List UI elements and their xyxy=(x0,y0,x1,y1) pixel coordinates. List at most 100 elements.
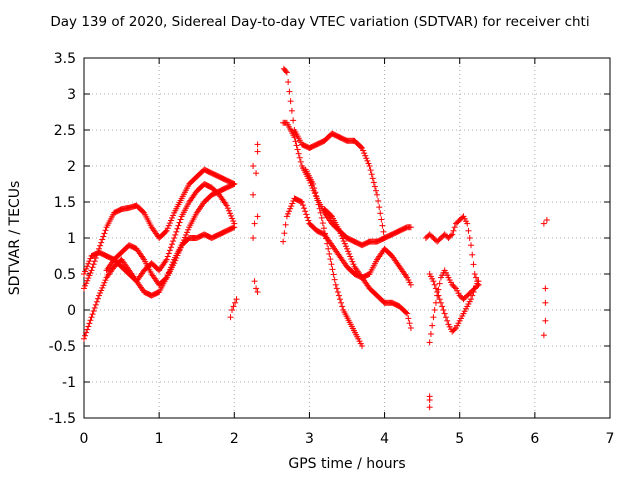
data-point-marker xyxy=(337,296,344,303)
data-point-marker xyxy=(471,271,478,277)
data-point-marker xyxy=(337,230,344,237)
data-point-marker xyxy=(304,214,311,221)
data-point-marker xyxy=(82,332,89,339)
data-point-marker xyxy=(333,285,340,292)
data-point-marker xyxy=(254,213,261,220)
data-point-marker xyxy=(451,224,458,231)
data-point-marker xyxy=(175,222,182,229)
data-point-marker xyxy=(346,250,353,257)
data-point-marker xyxy=(287,205,294,212)
data-point-marker xyxy=(359,343,366,349)
data-point-marker xyxy=(286,208,293,215)
data-point-marker xyxy=(467,242,474,249)
data-point-marker xyxy=(90,308,97,315)
data-point-marker xyxy=(350,261,357,268)
data-point-marker xyxy=(372,187,379,194)
data-point-marker xyxy=(467,296,474,303)
data-point-marker xyxy=(284,210,291,217)
data-point-marker xyxy=(232,299,239,306)
data-point-marker xyxy=(449,231,456,238)
data-point-marker xyxy=(170,238,177,245)
data-point-marker xyxy=(378,216,385,223)
data-point-marker xyxy=(403,309,410,316)
data-point-marker xyxy=(82,268,89,275)
data-point-marker xyxy=(164,225,171,232)
data-point-marker xyxy=(312,189,319,196)
y-tick-label: 1 xyxy=(67,231,76,247)
data-point-marker xyxy=(312,192,319,199)
data-point-marker xyxy=(339,303,346,310)
data-point-marker xyxy=(348,256,355,263)
data-point-marker xyxy=(407,325,414,331)
data-point-marker xyxy=(464,220,471,227)
data-point-marker xyxy=(253,170,260,177)
x-axis-label: GPS time / hours xyxy=(288,456,406,472)
data-point-marker xyxy=(185,226,192,233)
data-point-marker xyxy=(253,285,260,292)
data-point-marker xyxy=(280,238,287,245)
data-point-marker xyxy=(88,314,95,321)
data-point-marker xyxy=(434,292,441,299)
data-point-marker xyxy=(332,281,339,288)
data-point-marker xyxy=(251,220,258,227)
data-point-marker xyxy=(344,245,350,252)
data-point-marker xyxy=(540,220,547,227)
x-tick-label: 1 xyxy=(155,431,164,447)
data-point-marker xyxy=(179,239,186,246)
data-point-marker xyxy=(293,142,300,149)
data-point-marker xyxy=(88,267,95,274)
data-point-marker xyxy=(365,160,372,167)
data-point-marker xyxy=(250,163,257,169)
data-point-marker xyxy=(84,277,91,284)
data-point-marker xyxy=(406,320,413,327)
data-point-marker xyxy=(447,232,454,239)
data-point-marker xyxy=(162,275,169,282)
data-point-marker xyxy=(230,303,237,310)
data-point-marker xyxy=(83,265,90,272)
data-point-marker xyxy=(314,197,321,204)
data-point-marker xyxy=(163,227,170,234)
data-point-marker xyxy=(83,280,90,287)
data-point-marker xyxy=(436,280,443,287)
data-point-marker xyxy=(172,257,179,264)
data-point-marker xyxy=(294,146,301,153)
data-point-marker xyxy=(86,320,93,327)
data-point-marker xyxy=(288,203,295,210)
data-point-marker xyxy=(167,217,174,224)
data-point-marker xyxy=(341,240,348,247)
data-point-marker xyxy=(327,212,334,219)
data-point-marker xyxy=(177,244,184,251)
data-point-marker xyxy=(85,275,92,282)
data-point-marker xyxy=(368,171,375,178)
data-point-marker xyxy=(181,234,188,241)
x-tick-label: 0 xyxy=(80,431,89,447)
data-point-marker xyxy=(93,298,100,305)
data-point-marker xyxy=(140,208,147,215)
data-point-marker xyxy=(370,179,377,186)
data-point-marker xyxy=(302,208,309,215)
data-point-marker xyxy=(318,214,325,221)
data-point-marker xyxy=(96,292,103,299)
data-point-marker xyxy=(83,329,90,336)
data-point-marker xyxy=(84,326,91,333)
data-point-marker xyxy=(426,404,433,411)
data-point-marker xyxy=(542,317,549,324)
data-point-marker xyxy=(231,181,238,187)
data-point-marker xyxy=(282,68,289,75)
data-point-marker xyxy=(345,248,352,255)
data-point-marker xyxy=(359,145,366,151)
data-point-marker xyxy=(291,134,298,141)
data-point-marker xyxy=(166,220,173,227)
data-point-marker xyxy=(361,150,368,157)
data-point-marker xyxy=(230,224,237,231)
data-point-marker xyxy=(470,286,477,293)
data-point-marker xyxy=(290,117,297,124)
data-point-marker xyxy=(102,227,109,234)
data-point-marker xyxy=(441,310,448,317)
data-point-marker xyxy=(226,210,233,217)
data-point-marker xyxy=(338,232,345,239)
data-point-marker xyxy=(377,210,384,217)
data-point-marker xyxy=(169,241,176,248)
data-point-marker xyxy=(325,245,332,252)
y-tick-label: 2 xyxy=(67,159,76,175)
